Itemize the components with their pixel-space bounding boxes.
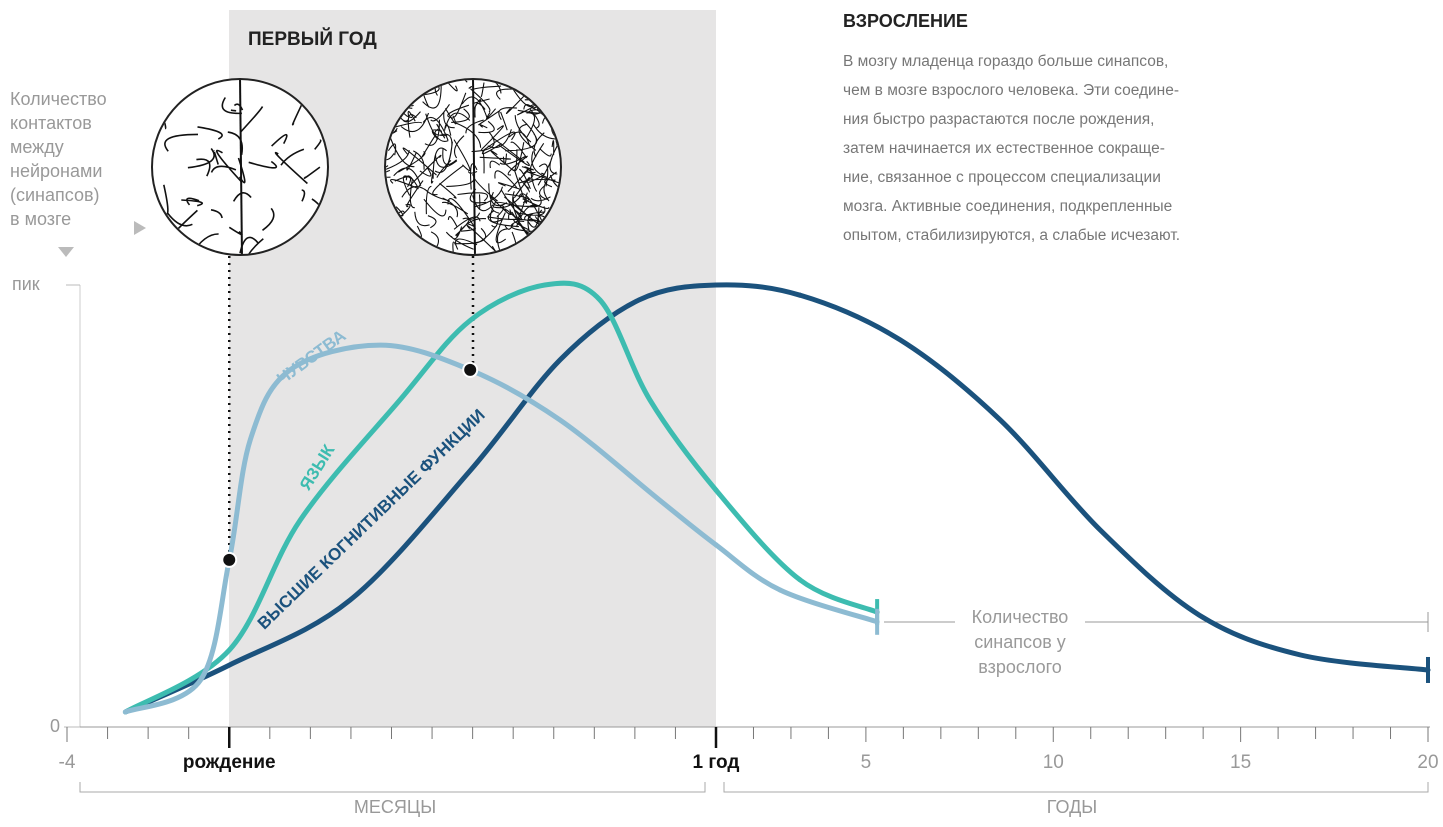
y-axis-label: в мозге <box>10 209 71 229</box>
side-text: ние, связанное с процессом специализации <box>843 169 1161 186</box>
adult-label: синапсов у <box>974 632 1066 652</box>
y-axis-label: (синапсов) <box>10 185 100 205</box>
adult-label: Количество <box>972 607 1069 627</box>
shade-title: ПЕРВЫЙ ГОД <box>248 28 377 50</box>
x-tick-label: 10 <box>1043 752 1064 773</box>
y-axis-label: между <box>10 137 64 157</box>
adult-label: взрослого <box>978 657 1062 677</box>
side-text: опытом, стабилизируются, а слабые исчеза… <box>843 227 1180 244</box>
x-axis-label: МЕСЯЦЫ <box>354 797 436 817</box>
highlight-dot <box>462 361 479 378</box>
line-months <box>122 282 719 715</box>
line-connector <box>713 282 803 298</box>
x-tick-label: рождение <box>183 752 276 773</box>
illustrations <box>151 78 562 256</box>
line-connector <box>713 487 803 583</box>
x-axis-label: ГОДЫ <box>1047 797 1097 817</box>
line-connector <box>713 542 783 593</box>
x-tick-label: -4 <box>59 752 76 773</box>
adult-bracket <box>884 612 1429 632</box>
side-text: В мозгу младенца гораздо больше синапсов… <box>843 53 1168 70</box>
bracket <box>79 782 1429 793</box>
arrow-down <box>58 247 74 257</box>
y-tick-label: пик <box>12 274 40 294</box>
y-axis-label: Количество <box>10 89 107 109</box>
side-text: чем в мозге взрослого человека. Эти соед… <box>843 82 1179 99</box>
line-years <box>797 577 880 615</box>
y-axis-label: нейронами <box>10 161 102 181</box>
x-tick-label: 15 <box>1230 752 1251 773</box>
side-text: ния быстро разрастаются после рождения, <box>843 111 1154 128</box>
highlight-dot <box>221 551 238 568</box>
line-years <box>797 292 1431 673</box>
side-text: мозга. Активные соединения, подкрепленны… <box>843 198 1172 215</box>
line-months <box>122 280 719 715</box>
x-tick-label: 1 год <box>693 752 740 773</box>
line-months <box>122 342 719 715</box>
x-tick-label: 20 <box>1417 752 1438 773</box>
side-text: затем начинается их естественное сокраще… <box>843 140 1165 157</box>
side-title: ВЗРОСЛЕНИЕ <box>843 11 968 31</box>
y-axis-label: контактов <box>10 113 92 133</box>
x-tick-label: 5 <box>861 752 872 773</box>
y-tick-label: 0 <box>50 716 60 736</box>
arrow-right <box>134 221 146 235</box>
line-years <box>777 587 880 625</box>
